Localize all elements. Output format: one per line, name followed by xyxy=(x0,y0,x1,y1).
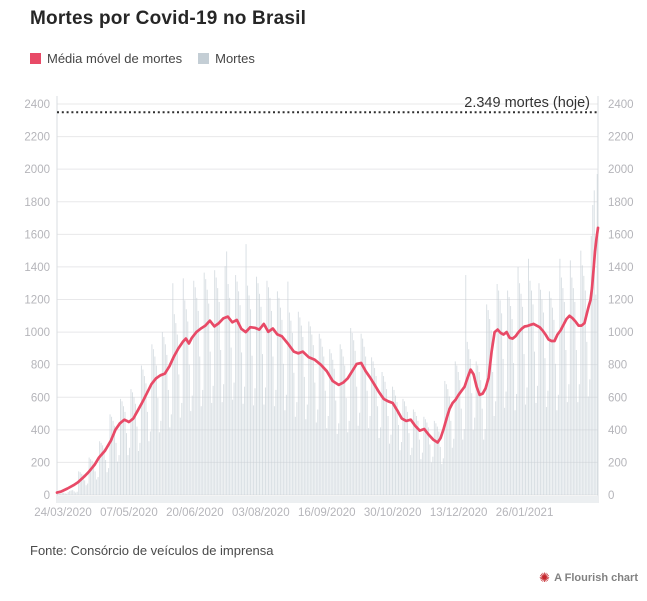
flourish-credit-label: A Flourish chart xyxy=(554,571,638,584)
y-tick-label: 2200 xyxy=(24,132,50,144)
y-tick-label: 1000 xyxy=(608,327,634,339)
x-tick-label: 13/12/2020 xyxy=(430,507,488,519)
page-title: Mortes por Covid-19 no Brasil xyxy=(30,8,307,29)
y-tick-label: 400 xyxy=(608,425,627,437)
y-tick-label: 1800 xyxy=(24,197,50,209)
y-tick-label: 1200 xyxy=(608,295,634,307)
y-tick-label: 200 xyxy=(608,457,627,469)
y-tick-label: 1600 xyxy=(24,229,50,241)
y-tick-label: 1800 xyxy=(608,197,634,209)
legend-item-deaths: Mortes xyxy=(198,51,255,66)
y-tick-label: 200 xyxy=(31,457,50,469)
x-tick-label: 26/01/2021 xyxy=(496,507,554,519)
x-tick-label: 07/05/2020 xyxy=(100,507,158,519)
y-tick-label: 1200 xyxy=(24,295,50,307)
y-tick-label: 400 xyxy=(31,425,50,437)
threshold-label: 2.349 mortes (hoje) xyxy=(464,95,590,111)
y-tick-label: 2200 xyxy=(608,132,634,144)
x-tick-label: 24/03/2020 xyxy=(34,507,92,519)
legend-swatch xyxy=(198,53,210,64)
y-tick-label: 800 xyxy=(608,360,627,372)
legend-label: Mortes xyxy=(215,51,255,66)
y-tick-label: 2000 xyxy=(608,164,634,176)
x-tick-label: 30/10/2020 xyxy=(364,507,422,519)
source-note: Fonte: Consórcio de veículos de imprensa xyxy=(30,543,274,558)
y-tick-label: 1600 xyxy=(608,229,634,241)
x-tick-label: 20/06/2020 xyxy=(166,507,224,519)
legend-swatch xyxy=(30,53,41,64)
bars-series xyxy=(57,174,598,496)
moving-average-line xyxy=(55,226,600,494)
y-tick-label: 800 xyxy=(31,360,50,372)
legend-item-moving-average: Média móvel de mortes xyxy=(30,51,182,66)
x-tick-label: 16/09/2020 xyxy=(298,507,356,519)
y-tick-label: 1000 xyxy=(24,327,50,339)
y-tick-label: 2400 xyxy=(608,99,634,111)
legend-label: Média móvel de mortes xyxy=(47,51,183,66)
y-tick-label: 1400 xyxy=(608,262,634,274)
x-tick-label: 03/08/2020 xyxy=(232,507,290,519)
y-tick-label: 1400 xyxy=(24,262,50,274)
chart-generated-layers: 0 0 200 200 400 400 600 600 800 800 1000 1000 1200 12… xyxy=(24,96,634,519)
y-tick-label: 600 xyxy=(31,392,50,404)
y-tick-label: 600 xyxy=(608,392,627,404)
y-tick-label: 2000 xyxy=(24,164,50,176)
y-tick-label: 0 xyxy=(44,490,50,502)
y-tick-label: 2400 xyxy=(24,99,50,111)
legend: Média móvel de mortes Mortes xyxy=(30,51,255,66)
flourish-credit[interactable]: ✺ A Flourish chart xyxy=(539,571,638,584)
y-tick-label: 0 xyxy=(608,490,614,502)
flourish-burst-icon: ✺ xyxy=(539,570,551,585)
